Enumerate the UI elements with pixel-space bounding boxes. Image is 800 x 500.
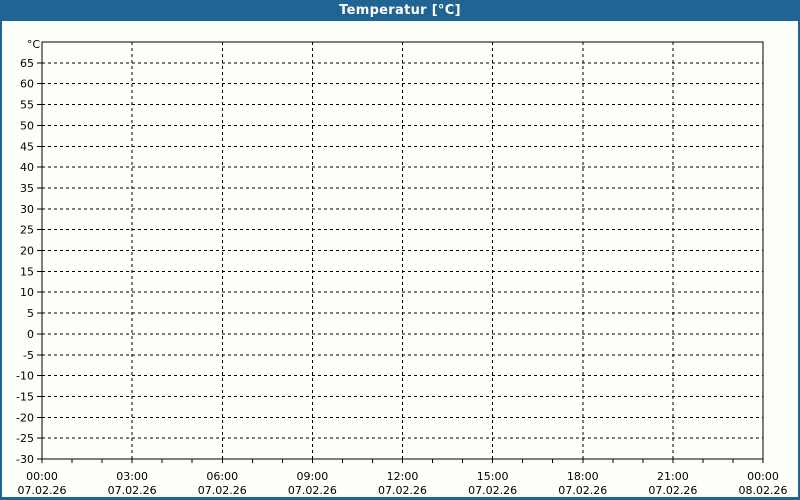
y-tick-label: 50 [20,119,34,132]
x-tick-date-label: 07.02.26 [18,484,67,497]
y-tick-label: 65 [20,57,34,70]
y-tick-label: -15 [16,390,34,403]
y-tick-label: -10 [16,370,34,383]
x-tick-time-label: 15:00 [477,470,509,483]
x-tick-date-label: 07.02.26 [378,484,427,497]
x-tick-date-label: 08.02.26 [739,484,788,497]
x-tick-date-label: 07.02.26 [468,484,517,497]
y-tick-label: 20 [20,245,34,258]
y-tick-label: 45 [20,140,34,153]
x-tick-time-label: 12:00 [387,470,419,483]
y-tick-label: -5 [23,349,34,362]
y-tick-label: 55 [20,99,34,112]
window-title-bar[interactable]: Temperatur [°C] [2,0,798,21]
y-tick-label: 5 [27,307,34,320]
y-tick-label: 35 [20,182,34,195]
x-tick-time-label: 00:00 [747,470,779,483]
x-tick-time-label: 18:00 [567,470,599,483]
x-tick-date-label: 07.02.26 [648,484,697,497]
y-tick-label: 60 [20,78,34,91]
y-tick-label: -30 [16,453,34,466]
y-tick-label: 40 [20,161,34,174]
x-tick-date-label: 07.02.26 [558,484,607,497]
x-tick-time-label: 03:00 [116,470,148,483]
y-tick-label: -20 [16,411,34,424]
x-tick-time-label: 09:00 [297,470,329,483]
y-tick-label: -25 [16,432,34,445]
x-tick-date-label: 07.02.26 [198,484,247,497]
y-tick-label: 15 [20,265,34,278]
x-tick-date-label: 07.02.26 [108,484,157,497]
y-tick-label: 25 [20,224,34,237]
y-tick-label: 30 [20,203,34,216]
y-tick-label: 10 [20,286,34,299]
x-tick-date-label: 07.02.26 [288,484,337,497]
x-tick-time-label: 00:00 [26,470,58,483]
window-title: Temperatur [°C] [339,3,461,18]
x-tick-time-label: 21:00 [657,470,689,483]
y-tick-label: 0 [27,328,34,341]
y-axis-unit-label: °C [27,38,41,51]
x-tick-time-label: 06:00 [206,470,238,483]
